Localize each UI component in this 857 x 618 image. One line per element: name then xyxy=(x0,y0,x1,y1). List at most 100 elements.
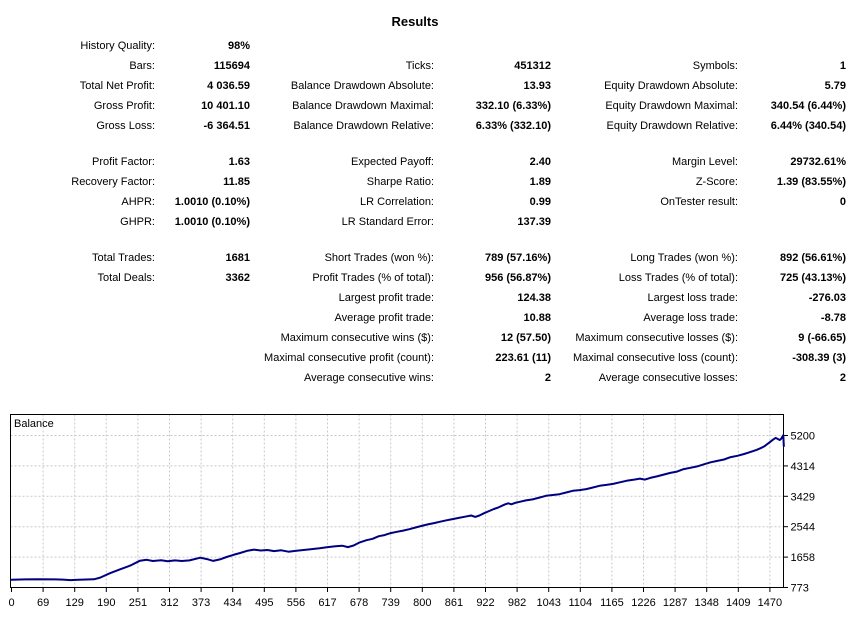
stat-label: Sharpe Ratio: xyxy=(366,176,434,188)
x-tick-label: 1165 xyxy=(600,597,624,609)
stat-label: Profit Trades (% of total): xyxy=(312,272,434,284)
stat-value: 3362 xyxy=(225,272,250,284)
stat-label: Average consecutive losses: xyxy=(598,372,738,384)
balance-chart: 5200 4314 3429 2544 1658 773 0 69 129 190 251 312 37… xyxy=(0,405,857,615)
stat-value: 11.85 xyxy=(223,176,250,188)
x-tick-label: 1104 xyxy=(568,597,592,609)
y-tick-label: 773 xyxy=(791,583,809,595)
stat-value: 1 xyxy=(839,60,846,72)
stat-label: Z-Score: xyxy=(695,176,738,188)
x-tick-label: 678 xyxy=(350,597,368,609)
stat-value: 340.54 (6.44%) xyxy=(770,100,846,112)
stat-label xyxy=(551,212,738,232)
stat-label: Expected Payoff: xyxy=(351,156,434,168)
x-tick-label: 739 xyxy=(382,597,400,609)
stat-label: Long Trades (won %): xyxy=(630,252,738,264)
stat-value: 0.99 xyxy=(529,196,551,208)
stat-label: LR Standard Error: xyxy=(341,216,434,228)
x-tick-label: 312 xyxy=(160,597,178,609)
results-stats-table: History Quality: 98% Bars: 115694 Ticks: 4513… xyxy=(0,36,846,388)
stat-label: Balance Drawdown Absolute: xyxy=(290,80,434,92)
stat-value: 332.10 (6.33%) xyxy=(475,100,551,112)
plot-border xyxy=(10,414,784,588)
x-tick-label: 129 xyxy=(66,597,84,609)
stat-value xyxy=(155,308,250,328)
stat-value: 12 (57.50) xyxy=(500,332,551,344)
stat-label: Ticks: xyxy=(405,60,434,72)
x-tick-label: 190 xyxy=(97,597,115,609)
stat-label: Maximal consecutive loss (count): xyxy=(572,352,738,364)
stat-value: -308.39 (3) xyxy=(792,352,846,364)
stat-label: Total Deals: xyxy=(97,272,155,284)
stat-value xyxy=(738,212,846,232)
stat-label: Loss Trades (% of total): xyxy=(618,272,738,284)
stat-label xyxy=(0,348,155,368)
x-tick-label: 373 xyxy=(192,597,210,609)
stat-label: Equity Drawdown Maximal: xyxy=(605,100,738,112)
stat-label: Symbols: xyxy=(692,60,738,72)
x-tick-label: 495 xyxy=(255,597,273,609)
stat-label: Equity Drawdown Absolute: xyxy=(604,80,738,92)
stat-value: -276.03 xyxy=(808,292,846,304)
x-tick-label: 556 xyxy=(287,597,305,609)
stat-value: 1.63 xyxy=(228,156,250,168)
stat-label: Equity Drawdown Relative: xyxy=(606,120,738,132)
x-tick-label: 251 xyxy=(129,597,147,609)
stat-value: 4 036.59 xyxy=(207,80,250,92)
y-tick-label: 3429 xyxy=(791,491,815,503)
x-tick-label: 1287 xyxy=(663,597,687,609)
stat-label: Average consecutive wins: xyxy=(303,372,434,384)
stat-value: -8.78 xyxy=(820,312,846,324)
x-tick-label: 1226 xyxy=(631,597,655,609)
stat-value: 98% xyxy=(227,40,250,52)
stat-label: LR Correlation: xyxy=(360,196,434,208)
x-tick-label: 861 xyxy=(445,597,463,609)
stat-label: Gross Profit: xyxy=(93,100,155,112)
stat-value: 1.0010 (0.10%) xyxy=(174,216,250,228)
stat-value xyxy=(155,328,250,348)
stat-label: Largest loss trade: xyxy=(647,292,739,304)
stat-label xyxy=(0,308,155,328)
stat-value: 13.93 xyxy=(523,80,551,92)
stat-label: Maximum consecutive wins ($): xyxy=(280,332,434,344)
x-tick-label: 69 xyxy=(37,597,49,609)
stat-value: 115694 xyxy=(213,60,250,72)
stat-label: Short Trades (won %): xyxy=(324,252,434,264)
stat-label: AHPR: xyxy=(121,196,155,208)
x-tick-label: 0 xyxy=(8,597,14,609)
x-tick-label: 1348 xyxy=(694,597,718,609)
stat-value: 223.61 (11) xyxy=(495,352,551,364)
stat-value: 1.0010 (0.10%) xyxy=(174,196,250,208)
x-tick-label: 434 xyxy=(224,597,242,609)
stat-label: Total Net Profit: xyxy=(79,80,155,92)
stat-label: Average profit trade: xyxy=(334,312,434,324)
stat-label: Average loss trade: xyxy=(643,312,738,324)
stat-value: 2 xyxy=(839,372,846,384)
stat-label: Gross Loss: xyxy=(96,120,155,132)
stat-label: Recovery Factor: xyxy=(71,176,155,188)
stat-label: Balance Drawdown Relative: xyxy=(293,120,434,132)
stat-value: 1.39 (83.55%) xyxy=(776,176,846,188)
x-tick-label: 617 xyxy=(318,597,336,609)
stat-label: GHPR: xyxy=(120,216,155,228)
stat-value: 956 (56.87%) xyxy=(484,272,551,284)
stat-label: Balance Drawdown Maximal: xyxy=(292,100,434,112)
stat-value xyxy=(738,36,846,56)
row-spacer xyxy=(0,232,846,248)
stat-label xyxy=(0,368,155,388)
stat-value xyxy=(155,348,250,368)
stat-label: Total Trades: xyxy=(92,252,155,264)
stat-label: Margin Level: xyxy=(671,156,738,168)
chart-series-label: Balance xyxy=(14,418,54,430)
stat-value: 2 xyxy=(544,372,551,384)
stat-label xyxy=(0,288,155,308)
stat-value: 1681 xyxy=(225,252,250,264)
stat-value: 10 401.10 xyxy=(201,100,250,112)
balance-chart-svg: 5200 4314 3429 2544 1658 773 0 69 129 190 251 312 37… xyxy=(8,414,815,609)
stat-value: 725 (43.13%) xyxy=(779,272,846,284)
stat-value: 29732.61% xyxy=(790,156,846,168)
y-tick-label: 5200 xyxy=(791,431,815,443)
stat-value: 6.44% (340.54) xyxy=(770,120,846,132)
stat-label xyxy=(0,328,155,348)
stat-value: 0 xyxy=(839,196,846,208)
